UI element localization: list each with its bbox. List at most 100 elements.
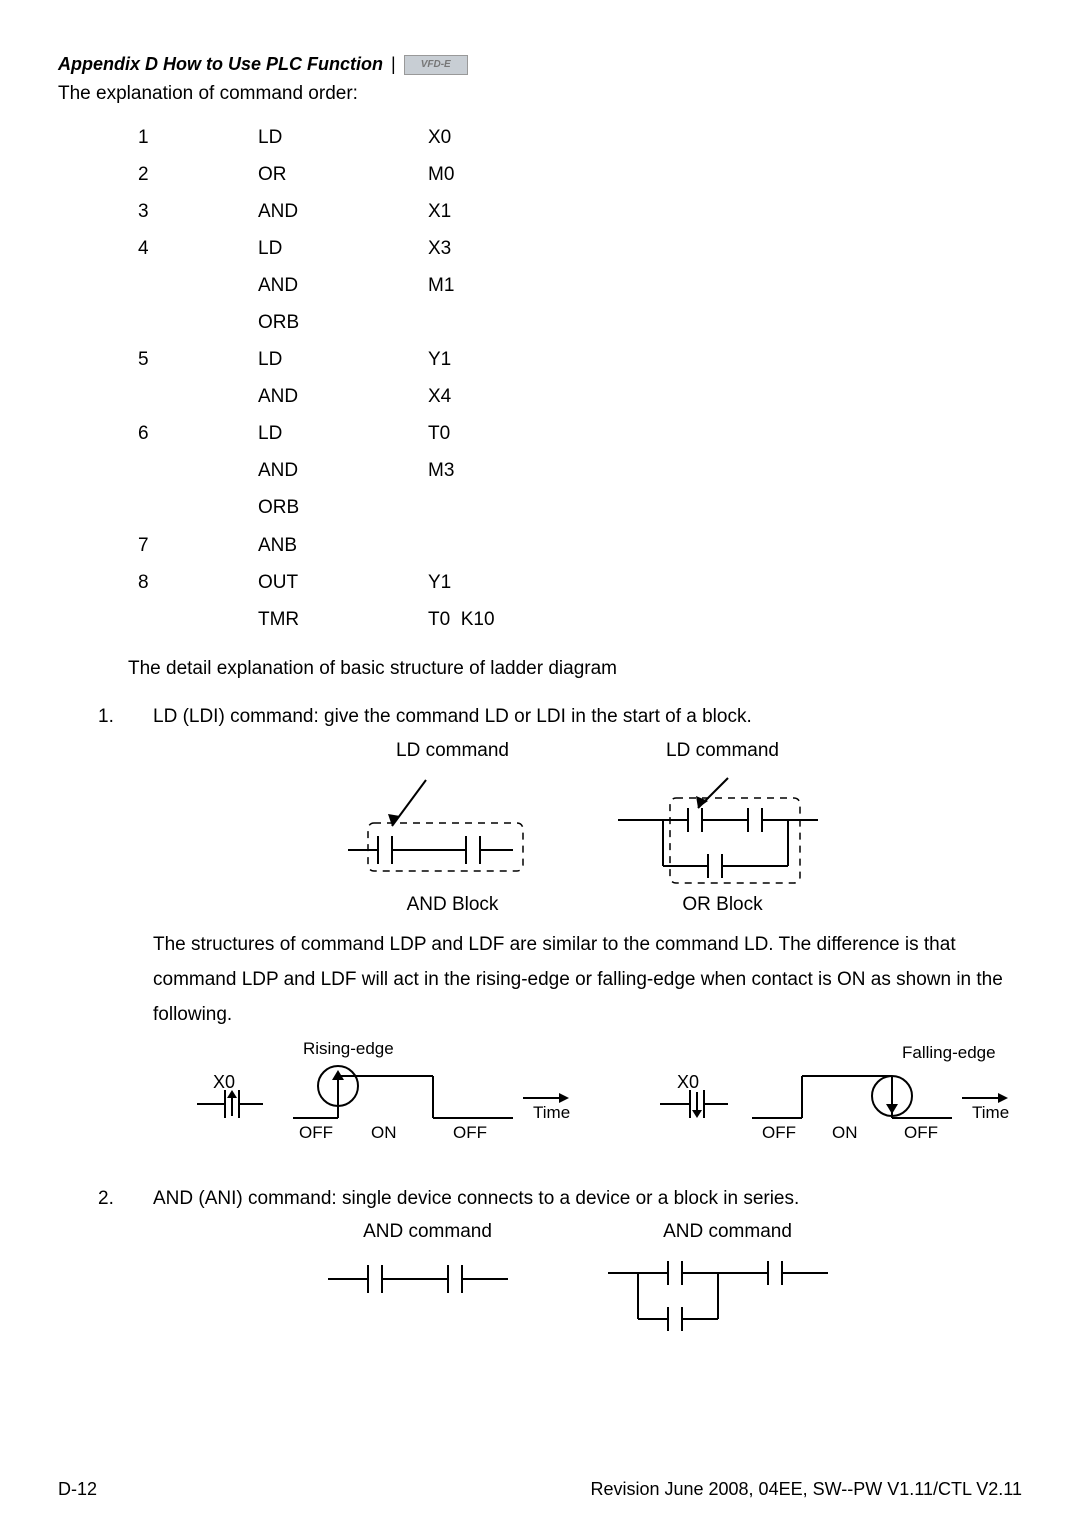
falling-edge-diagram: Falling-edge X0 [602, 1038, 1022, 1158]
command-op: ANB [258, 527, 428, 564]
and-series-diagram [318, 1249, 538, 1319]
and-block-diagram [338, 768, 568, 888]
command-arg: M0 [428, 156, 548, 193]
command-number [138, 452, 258, 489]
command-row: 4LDX3 [138, 230, 1022, 267]
header-separator: | [391, 54, 396, 75]
command-row: ANDM3 [138, 452, 1022, 489]
command-number: 6 [138, 415, 258, 452]
detail-intro: The detail explanation of basic structur… [128, 658, 1022, 680]
command-number: 1 [138, 119, 258, 156]
command-arg: T0 [428, 415, 548, 452]
time-label-rising: Time [533, 1103, 570, 1122]
page-header: Appendix D How to Use PLC Function | VFD… [58, 54, 1022, 75]
page-footer: D-12 Revision June 2008, 04EE, SW--PW V1… [58, 1479, 1022, 1500]
section-1-lead: LD (LDI) command: give the command LD or… [153, 702, 1022, 732]
command-row: ANDX4 [138, 378, 1022, 415]
footer-left: D-12 [58, 1479, 97, 1500]
ld-label-right: LD command [608, 736, 838, 766]
command-arg: M3 [428, 452, 548, 489]
header-title: Appendix D How to Use PLC Function [58, 54, 383, 75]
and-diagram-row: AND command AND command [153, 1217, 1022, 1339]
command-op: LD [258, 415, 428, 452]
command-arg: M1 [428, 267, 548, 304]
section-2-number: 2. [98, 1184, 153, 1339]
command-number [138, 601, 258, 638]
section-2: 2. AND (ANI) command: single device conn… [98, 1184, 1022, 1339]
command-number: 2 [138, 156, 258, 193]
command-op: ORB [258, 489, 428, 526]
command-op: AND [258, 452, 428, 489]
falling-label: Falling-edge [902, 1043, 996, 1062]
command-arg: Y1 [428, 564, 548, 601]
command-op: LD [258, 230, 428, 267]
command-op: OUT [258, 564, 428, 601]
command-number: 8 [138, 564, 258, 601]
section-2-lead: AND (ANI) command: single device connect… [153, 1184, 1022, 1214]
command-arg: Y1 [428, 341, 548, 378]
section-1-para: The structures of command LDP and LDF ar… [153, 927, 1022, 1032]
command-arg: X1 [428, 193, 548, 230]
on-label-2: ON [832, 1123, 858, 1142]
command-row: ORB [138, 489, 1022, 526]
or-block-diagram [608, 768, 838, 888]
command-op: AND [258, 193, 428, 230]
footer-right: Revision June 2008, 04EE, SW--PW V1.11/C… [590, 1479, 1022, 1500]
command-number: 3 [138, 193, 258, 230]
off-label-2: OFF [453, 1123, 487, 1142]
command-op: OR [258, 156, 428, 193]
and-label-right: AND command [598, 1217, 858, 1247]
command-number: 7 [138, 527, 258, 564]
command-op: LD [258, 341, 428, 378]
command-op: AND [258, 267, 428, 304]
on-label-1: ON [371, 1123, 397, 1142]
or-block-label: OR Block [608, 890, 838, 920]
command-arg: X3 [428, 230, 548, 267]
command-row: 8OUTY1 [138, 564, 1022, 601]
command-op: LD [258, 119, 428, 156]
command-row: 1LDX0 [138, 119, 1022, 156]
intro-text: The explanation of command order: [58, 83, 1022, 105]
command-row: 7ANB [138, 527, 1022, 564]
rising-label: Rising-edge [303, 1039, 394, 1058]
command-op: TMR [258, 601, 428, 638]
command-arg: X4 [428, 378, 548, 415]
rising-edge-diagram: Rising-edge X0 [193, 1038, 593, 1158]
command-number [138, 267, 258, 304]
command-arg [428, 527, 548, 564]
header-logo: VFD-E [404, 55, 468, 75]
command-arg: T0 K10 [428, 601, 548, 638]
ld-diagram-row: LD command AND Block [153, 736, 1022, 921]
command-row: ORB [138, 304, 1022, 341]
command-row: 6LDT0 [138, 415, 1022, 452]
off-label-3: OFF [762, 1123, 796, 1142]
command-number: 5 [138, 341, 258, 378]
and-block-series-diagram [598, 1249, 858, 1339]
command-arg [428, 489, 548, 526]
and-label-left: AND command [318, 1217, 538, 1247]
ld-label-left: LD command [338, 736, 568, 766]
and-block-label: AND Block [338, 890, 568, 920]
x0-label-rising: X0 [213, 1072, 235, 1092]
command-number [138, 378, 258, 415]
edge-diagrams: Rising-edge X0 [193, 1038, 1022, 1158]
command-row: ANDM1 [138, 267, 1022, 304]
command-arg: X0 [428, 119, 548, 156]
command-op: AND [258, 378, 428, 415]
x0-label-falling: X0 [677, 1072, 699, 1092]
section-1: 1. LD (LDI) command: give the command LD… [98, 702, 1022, 1185]
command-number: 4 [138, 230, 258, 267]
command-row: 5LDY1 [138, 341, 1022, 378]
command-row: 3ANDX1 [138, 193, 1022, 230]
time-label-falling: Time [972, 1103, 1009, 1122]
off-label-1: OFF [299, 1123, 333, 1142]
off-label-4: OFF [904, 1123, 938, 1142]
section-1-number: 1. [98, 702, 153, 1185]
command-row: TMRT0 K10 [138, 601, 1022, 638]
command-number [138, 304, 258, 341]
command-op: ORB [258, 304, 428, 341]
command-row: 2ORM0 [138, 156, 1022, 193]
command-number [138, 489, 258, 526]
command-table: 1LDX02ORM03ANDX14LDX3ANDM1ORB5LDY1ANDX46… [138, 119, 1022, 638]
command-arg [428, 304, 548, 341]
